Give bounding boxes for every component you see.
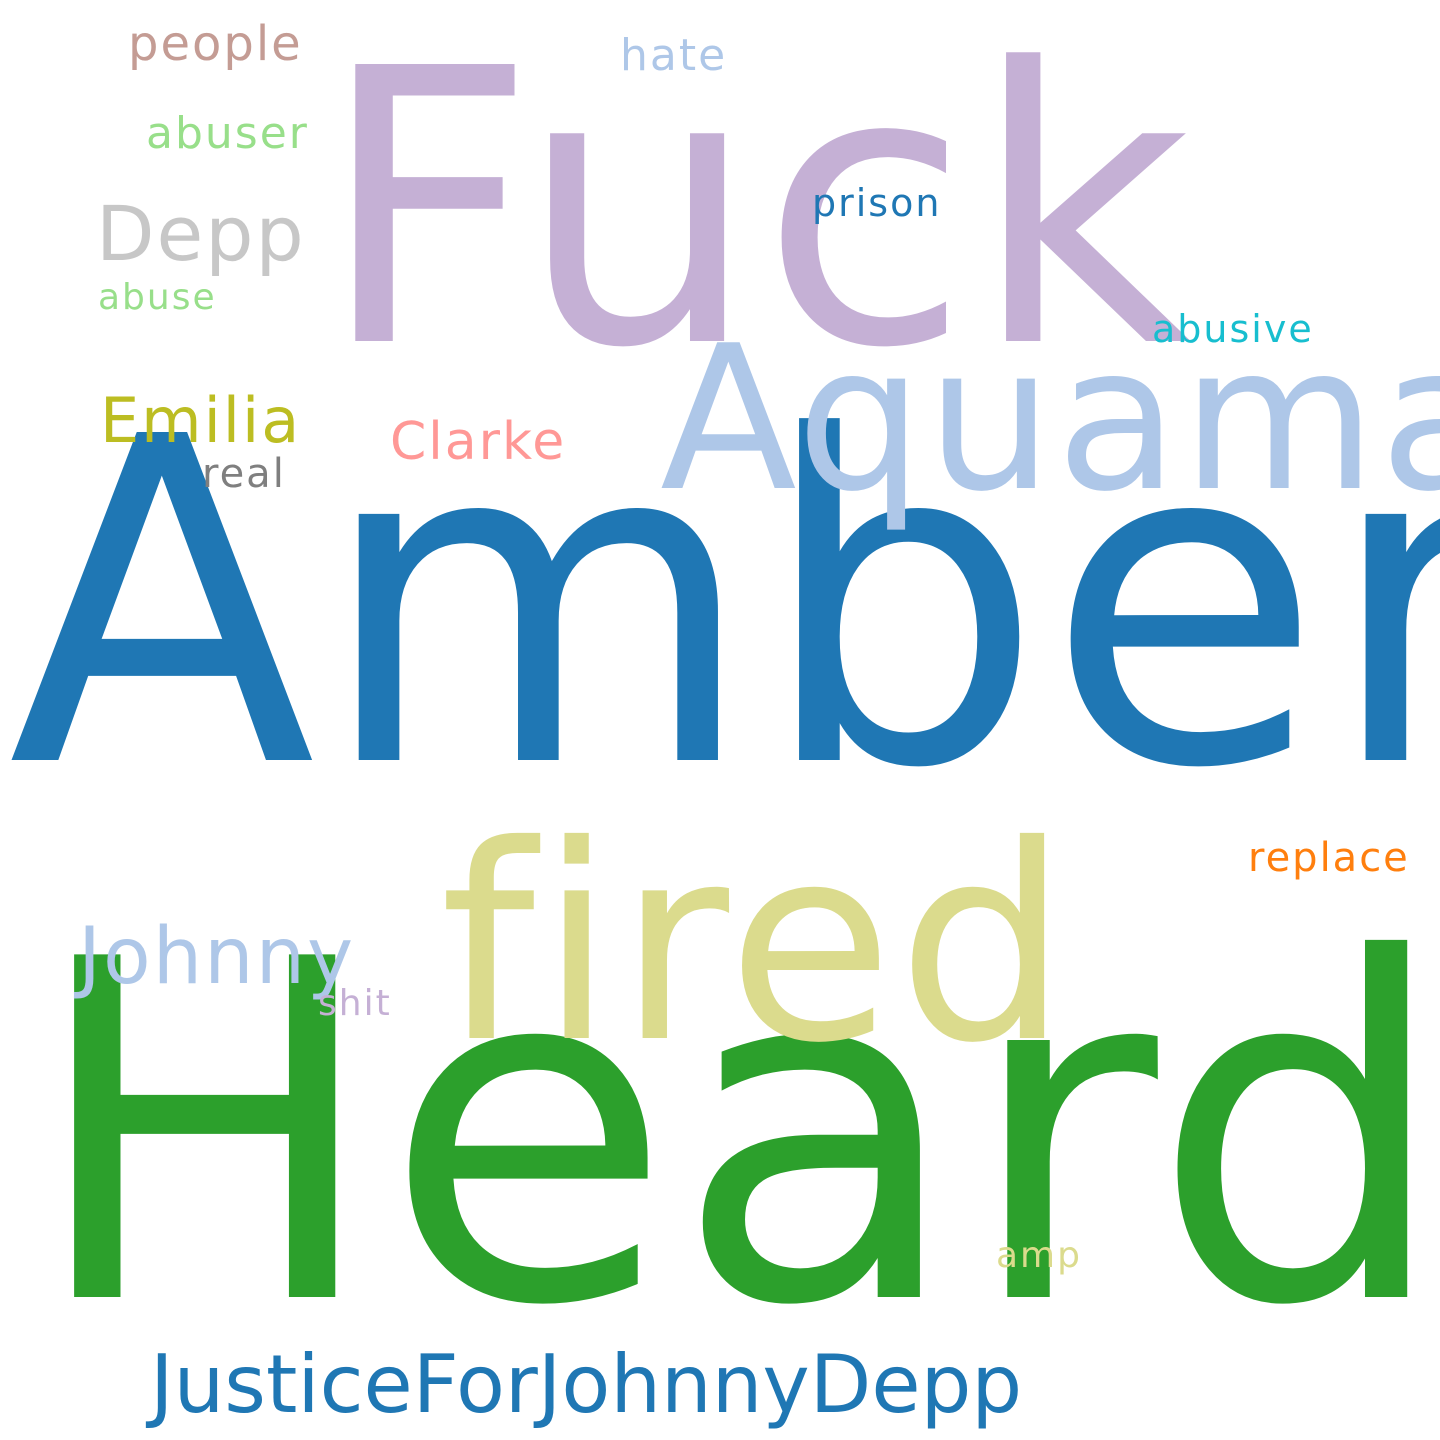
word-abusive: abusive [1152,307,1314,351]
word-justicefor-johnny-depp: JusticeForJohnnyDepp [150,1338,1023,1431]
word-depp: Depp [96,189,306,278]
word-prison: prison [812,181,942,225]
word-abuser: abuser [146,108,309,159]
word-hate: hate [620,30,728,81]
word-aquaman: Aquaman [660,303,1440,536]
word-shit: shit [318,983,392,1024]
word-fuck: Fuck [318,0,1194,431]
word-real: real [202,451,286,497]
word-abuse: abuse [98,277,217,318]
word-emilia: Emilia [100,384,302,457]
word-people: people [128,16,303,72]
word-replace: replace [1248,835,1410,881]
word-heard: Heard [28,861,1440,1408]
word-fired: fired [440,787,1073,1102]
word-johnny: Johnny [78,912,356,1002]
word-amp: amp [996,1235,1082,1276]
word-clarke: Clarke [390,412,567,472]
word-amber: Amber [8,343,1440,867]
